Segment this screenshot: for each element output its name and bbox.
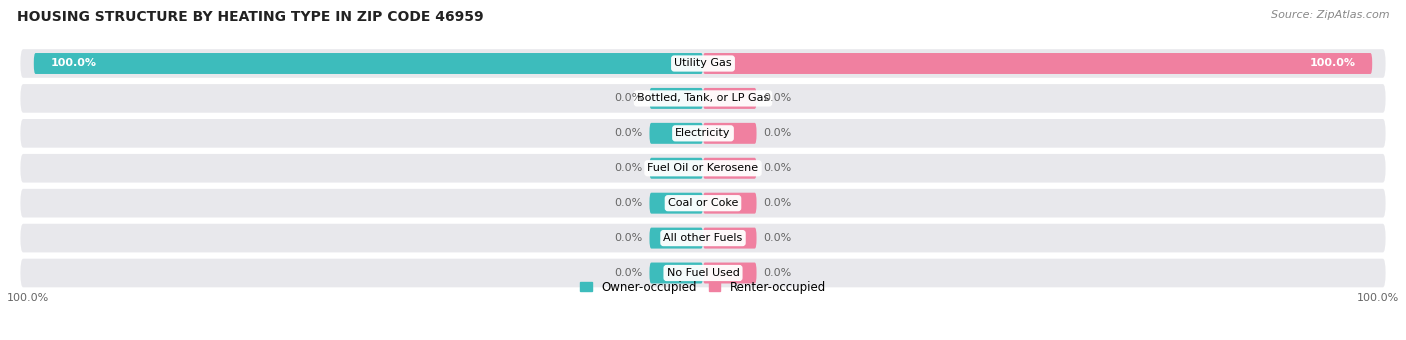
Text: 100.0%: 100.0%: [51, 58, 97, 68]
Text: 0.0%: 0.0%: [763, 198, 792, 208]
Text: 0.0%: 0.0%: [614, 268, 643, 278]
FancyBboxPatch shape: [21, 84, 1385, 113]
FancyBboxPatch shape: [21, 49, 1385, 78]
Text: Electricity: Electricity: [675, 128, 731, 138]
Text: 0.0%: 0.0%: [614, 94, 643, 103]
FancyBboxPatch shape: [703, 262, 756, 284]
Text: 100.0%: 100.0%: [7, 293, 49, 303]
Text: HOUSING STRUCTURE BY HEATING TYPE IN ZIP CODE 46959: HOUSING STRUCTURE BY HEATING TYPE IN ZIP…: [17, 10, 484, 24]
Text: 100.0%: 100.0%: [1357, 293, 1399, 303]
FancyBboxPatch shape: [21, 259, 1385, 287]
FancyBboxPatch shape: [703, 88, 756, 109]
FancyBboxPatch shape: [650, 158, 703, 179]
Text: Bottled, Tank, or LP Gas: Bottled, Tank, or LP Gas: [637, 94, 769, 103]
FancyBboxPatch shape: [703, 158, 756, 179]
Text: 0.0%: 0.0%: [614, 233, 643, 243]
FancyBboxPatch shape: [650, 262, 703, 284]
Text: No Fuel Used: No Fuel Used: [666, 268, 740, 278]
FancyBboxPatch shape: [21, 189, 1385, 218]
Text: 0.0%: 0.0%: [763, 94, 792, 103]
Text: 0.0%: 0.0%: [614, 163, 643, 173]
FancyBboxPatch shape: [21, 224, 1385, 252]
Text: 0.0%: 0.0%: [763, 163, 792, 173]
FancyBboxPatch shape: [650, 123, 703, 144]
FancyBboxPatch shape: [703, 193, 756, 214]
FancyBboxPatch shape: [650, 88, 703, 109]
Text: 0.0%: 0.0%: [763, 128, 792, 138]
FancyBboxPatch shape: [703, 53, 1372, 74]
Text: 0.0%: 0.0%: [614, 128, 643, 138]
Legend: Owner-occupied, Renter-occupied: Owner-occupied, Renter-occupied: [575, 276, 831, 299]
FancyBboxPatch shape: [703, 123, 756, 144]
Text: 0.0%: 0.0%: [763, 233, 792, 243]
FancyBboxPatch shape: [34, 53, 703, 74]
Text: All other Fuels: All other Fuels: [664, 233, 742, 243]
Text: 0.0%: 0.0%: [614, 198, 643, 208]
FancyBboxPatch shape: [650, 227, 703, 249]
Text: Utility Gas: Utility Gas: [675, 58, 731, 68]
Text: Source: ZipAtlas.com: Source: ZipAtlas.com: [1271, 10, 1389, 20]
Text: Coal or Coke: Coal or Coke: [668, 198, 738, 208]
FancyBboxPatch shape: [21, 119, 1385, 148]
Text: 0.0%: 0.0%: [763, 268, 792, 278]
FancyBboxPatch shape: [703, 227, 756, 249]
Text: Fuel Oil or Kerosene: Fuel Oil or Kerosene: [647, 163, 759, 173]
FancyBboxPatch shape: [650, 193, 703, 214]
FancyBboxPatch shape: [21, 154, 1385, 183]
Text: 100.0%: 100.0%: [1309, 58, 1355, 68]
